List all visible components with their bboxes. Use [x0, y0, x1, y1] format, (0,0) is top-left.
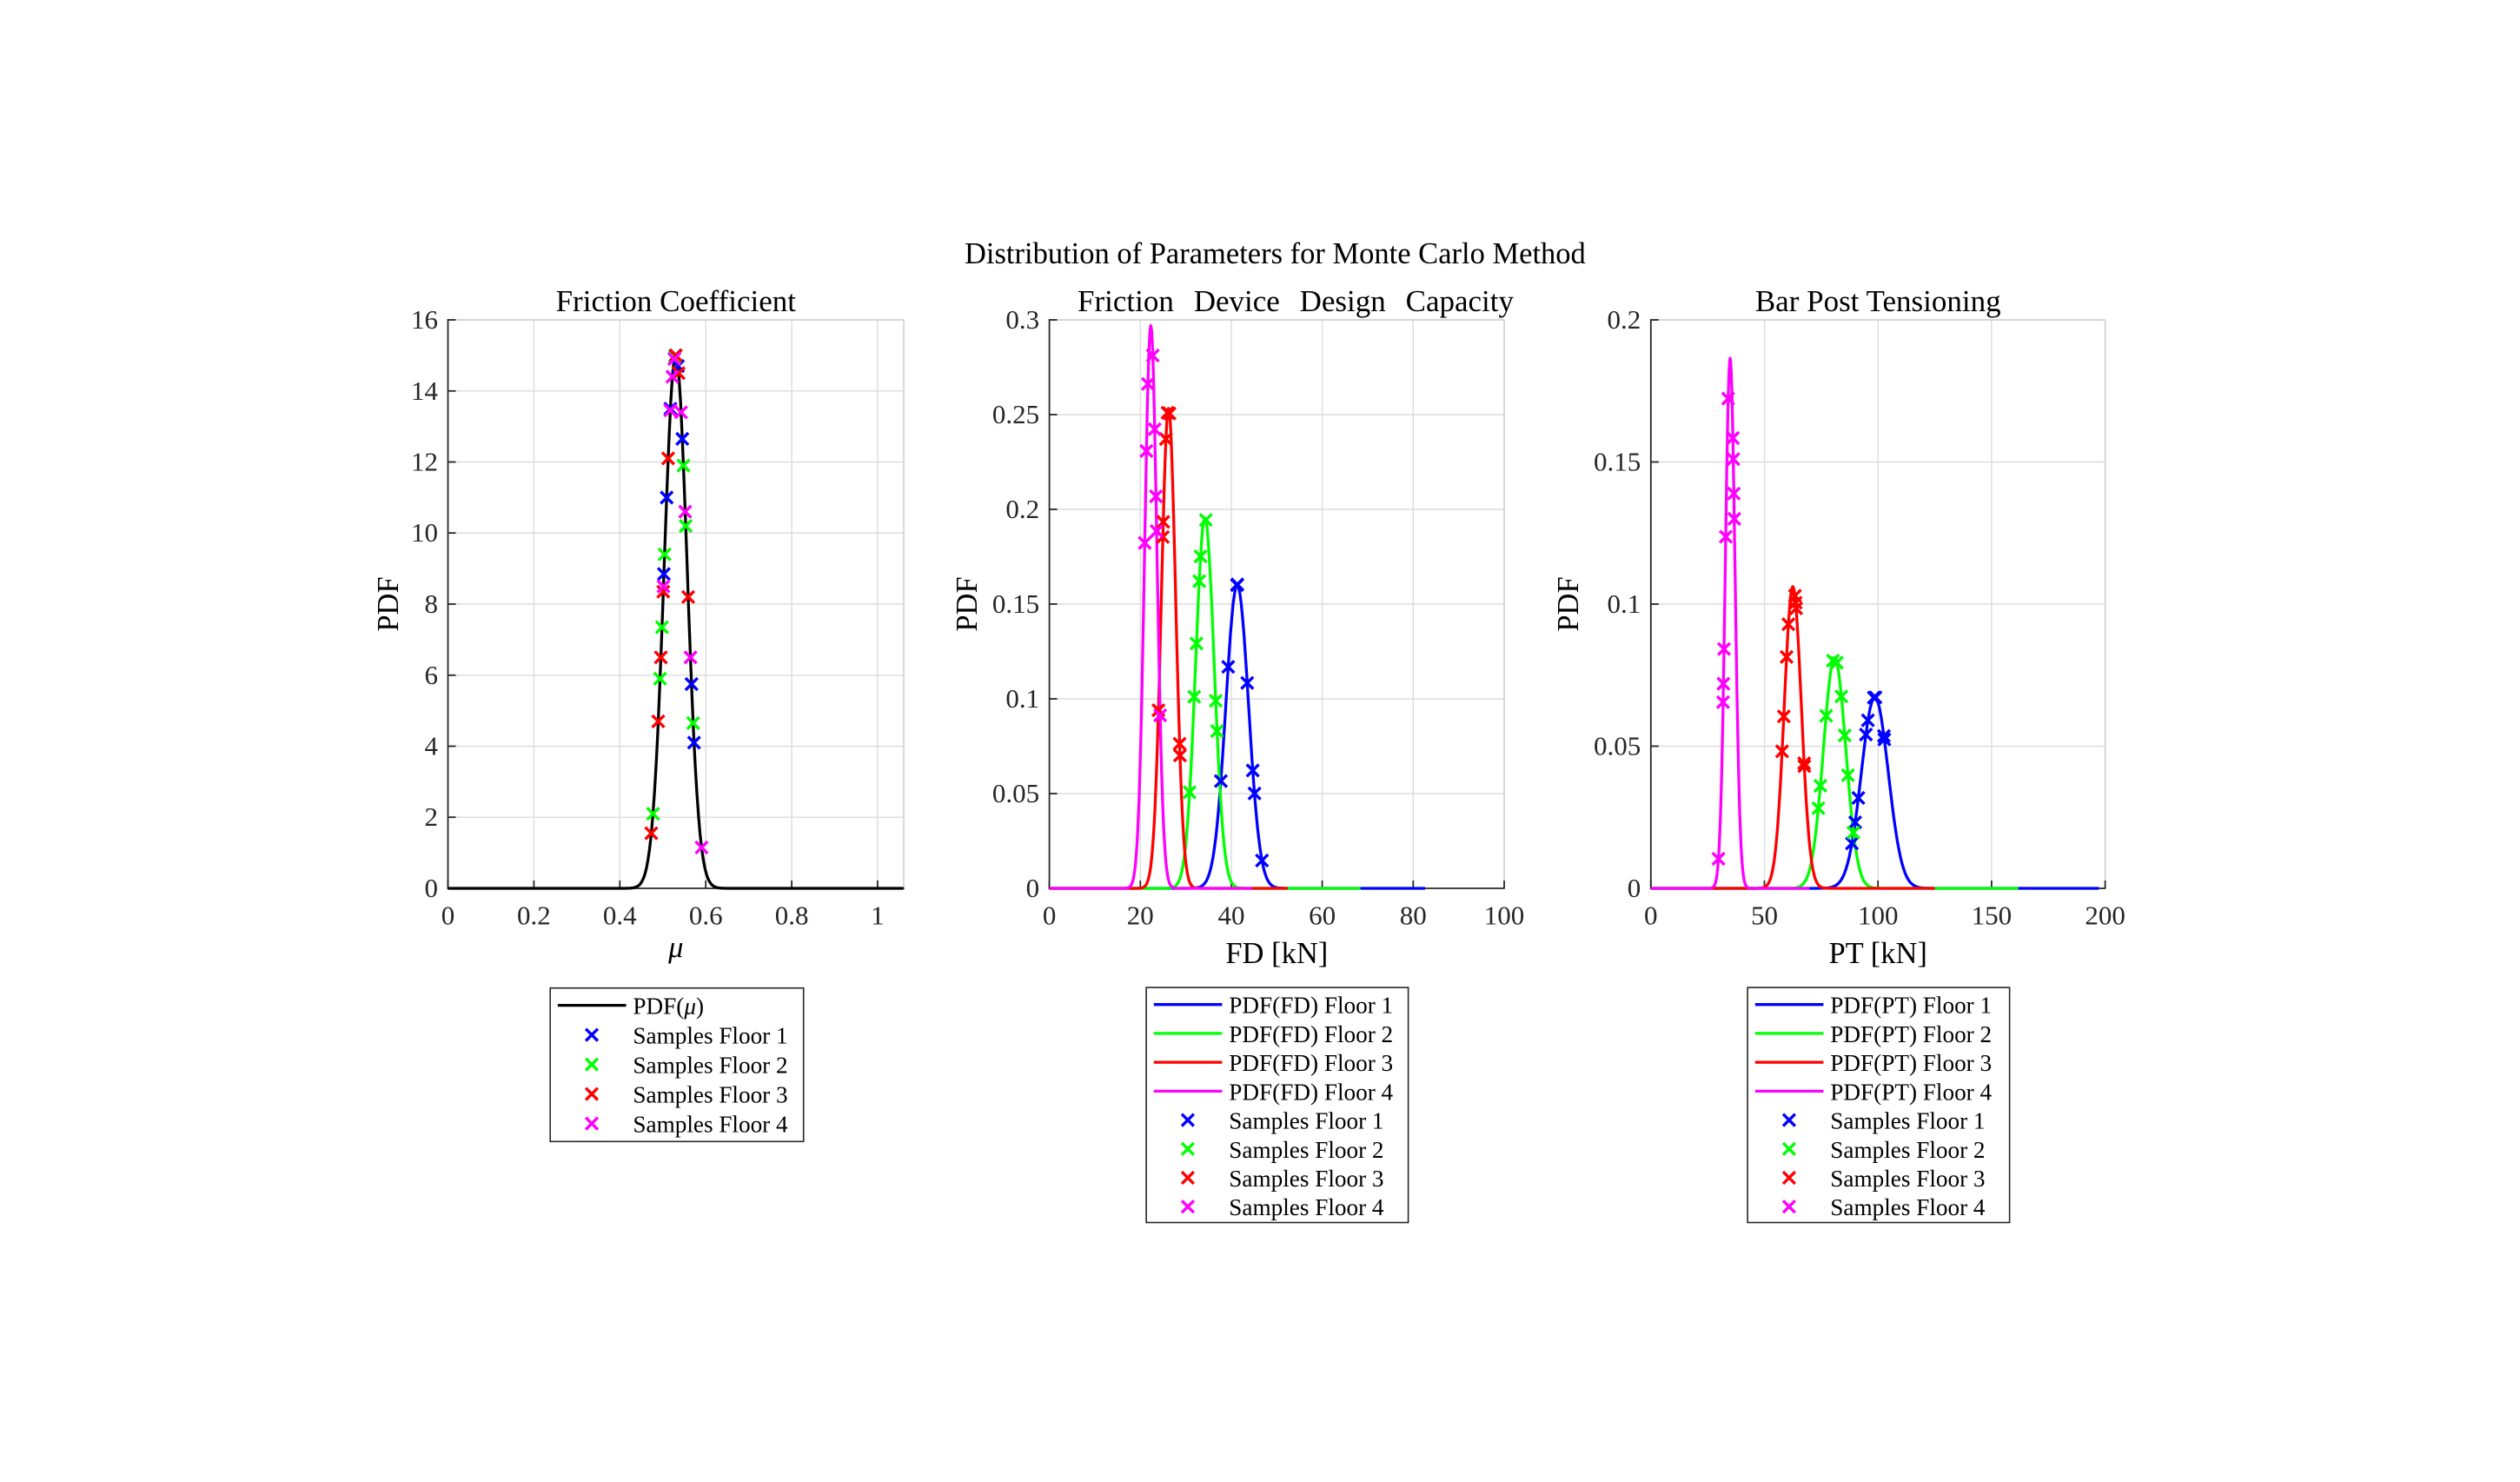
- svg-text:0: 0: [425, 873, 439, 903]
- svg-text:Friction: Friction: [1078, 284, 1174, 318]
- svg-text:0.2: 0.2: [517, 900, 551, 931]
- svg-text:100: 100: [1858, 900, 1899, 931]
- svg-text:0.6: 0.6: [689, 900, 723, 931]
- svg-text:PDF: PDF: [1552, 576, 1585, 631]
- svg-text:0.3: 0.3: [1005, 304, 1039, 335]
- svg-text:Samples Floor 2: Samples Floor 2: [633, 1053, 787, 1079]
- svg-text:PT [kN]: PT [kN]: [1828, 937, 1926, 970]
- svg-text:0.15: 0.15: [1594, 447, 1641, 477]
- svg-text:Samples Floor 1: Samples Floor 1: [1830, 1108, 1985, 1134]
- svg-text:Bar Post Tensioning: Bar Post Tensioning: [1755, 284, 2001, 318]
- svg-text:0.1: 0.1: [1608, 588, 1641, 619]
- svg-text:10: 10: [411, 517, 438, 548]
- svg-text:2: 2: [425, 801, 439, 832]
- svg-text:50: 50: [1751, 900, 1778, 931]
- svg-text:200: 200: [2085, 900, 2125, 931]
- svg-text:80: 80: [1400, 900, 1427, 931]
- svg-text:PDF(PT) Floor 2: PDF(PT) Floor 2: [1830, 1021, 1992, 1047]
- svg-text:1: 1: [871, 900, 885, 931]
- svg-text:100: 100: [1484, 900, 1525, 931]
- svg-text:0: 0: [441, 900, 455, 931]
- svg-text:4: 4: [425, 731, 439, 761]
- svg-text:Samples Floor 3: Samples Floor 3: [1830, 1166, 1985, 1192]
- svg-text:PDF(PT) Floor 3: PDF(PT) Floor 3: [1830, 1050, 1992, 1076]
- svg-text:PDF(FD) Floor 1: PDF(FD) Floor 1: [1229, 993, 1393, 1019]
- svg-text:150: 150: [1972, 900, 2013, 931]
- svg-text:Samples Floor 1: Samples Floor 1: [633, 1023, 787, 1049]
- svg-text:Distribution of Parameters for: Distribution of Parameters for Monte Car…: [965, 237, 1586, 270]
- svg-text:Capacity: Capacity: [1406, 284, 1515, 318]
- svg-text:μ: μ: [667, 931, 683, 964]
- svg-text:PDF(PT) Floor 4: PDF(PT) Floor 4: [1830, 1079, 1992, 1105]
- svg-text:0: 0: [1026, 873, 1040, 903]
- svg-text:12: 12: [411, 447, 438, 477]
- svg-text:0.2: 0.2: [1608, 304, 1641, 335]
- svg-text:0.25: 0.25: [992, 399, 1039, 429]
- svg-text:0.2: 0.2: [1005, 494, 1039, 524]
- svg-text:Samples Floor 2: Samples Floor 2: [1229, 1137, 1383, 1163]
- svg-text:0.8: 0.8: [775, 900, 809, 931]
- svg-text:0.1: 0.1: [1005, 683, 1039, 714]
- svg-text:0.15: 0.15: [992, 588, 1039, 619]
- svg-text:Samples Floor 4: Samples Floor 4: [633, 1112, 788, 1138]
- svg-text:Samples Floor 2: Samples Floor 2: [1830, 1137, 1985, 1163]
- svg-text:Samples Floor 4: Samples Floor 4: [1830, 1194, 1986, 1220]
- svg-text:Samples Floor 1: Samples Floor 1: [1229, 1108, 1383, 1134]
- svg-text:0: 0: [1644, 900, 1658, 931]
- svg-text:Samples Floor 3: Samples Floor 3: [633, 1082, 787, 1108]
- svg-text:0: 0: [1628, 873, 1641, 903]
- svg-text:Device: Device: [1194, 284, 1280, 318]
- svg-text:0.4: 0.4: [603, 900, 637, 931]
- svg-text:8: 8: [425, 588, 439, 619]
- svg-text:Samples Floor 4: Samples Floor 4: [1229, 1194, 1384, 1220]
- svg-text:PDF: PDF: [372, 576, 405, 631]
- svg-text:60: 60: [1309, 900, 1336, 931]
- svg-text:FD [kN]: FD [kN]: [1225, 937, 1328, 970]
- svg-text:PDF(FD) Floor 3: PDF(FD) Floor 3: [1229, 1050, 1393, 1076]
- svg-text:0.05: 0.05: [1594, 731, 1641, 761]
- svg-text:PDF(μ): PDF(μ): [633, 994, 704, 1020]
- svg-text:16: 16: [411, 304, 438, 335]
- svg-text:PDF(FD) Floor 4: PDF(FD) Floor 4: [1229, 1079, 1393, 1105]
- svg-text:PDF(FD) Floor 2: PDF(FD) Floor 2: [1229, 1021, 1393, 1047]
- svg-text:0: 0: [1043, 900, 1057, 931]
- svg-text:6: 6: [425, 660, 439, 690]
- svg-text:Samples Floor 3: Samples Floor 3: [1229, 1166, 1383, 1192]
- svg-text:Design: Design: [1300, 284, 1386, 318]
- svg-text:0.05: 0.05: [992, 778, 1039, 808]
- svg-text:20: 20: [1127, 900, 1154, 931]
- svg-text:PDF(PT) Floor 1: PDF(PT) Floor 1: [1830, 993, 1992, 1019]
- svg-text:PDF: PDF: [951, 576, 984, 631]
- svg-text:Friction Coefficient: Friction Coefficient: [556, 284, 797, 318]
- svg-text:14: 14: [411, 375, 439, 406]
- svg-text:40: 40: [1218, 900, 1245, 931]
